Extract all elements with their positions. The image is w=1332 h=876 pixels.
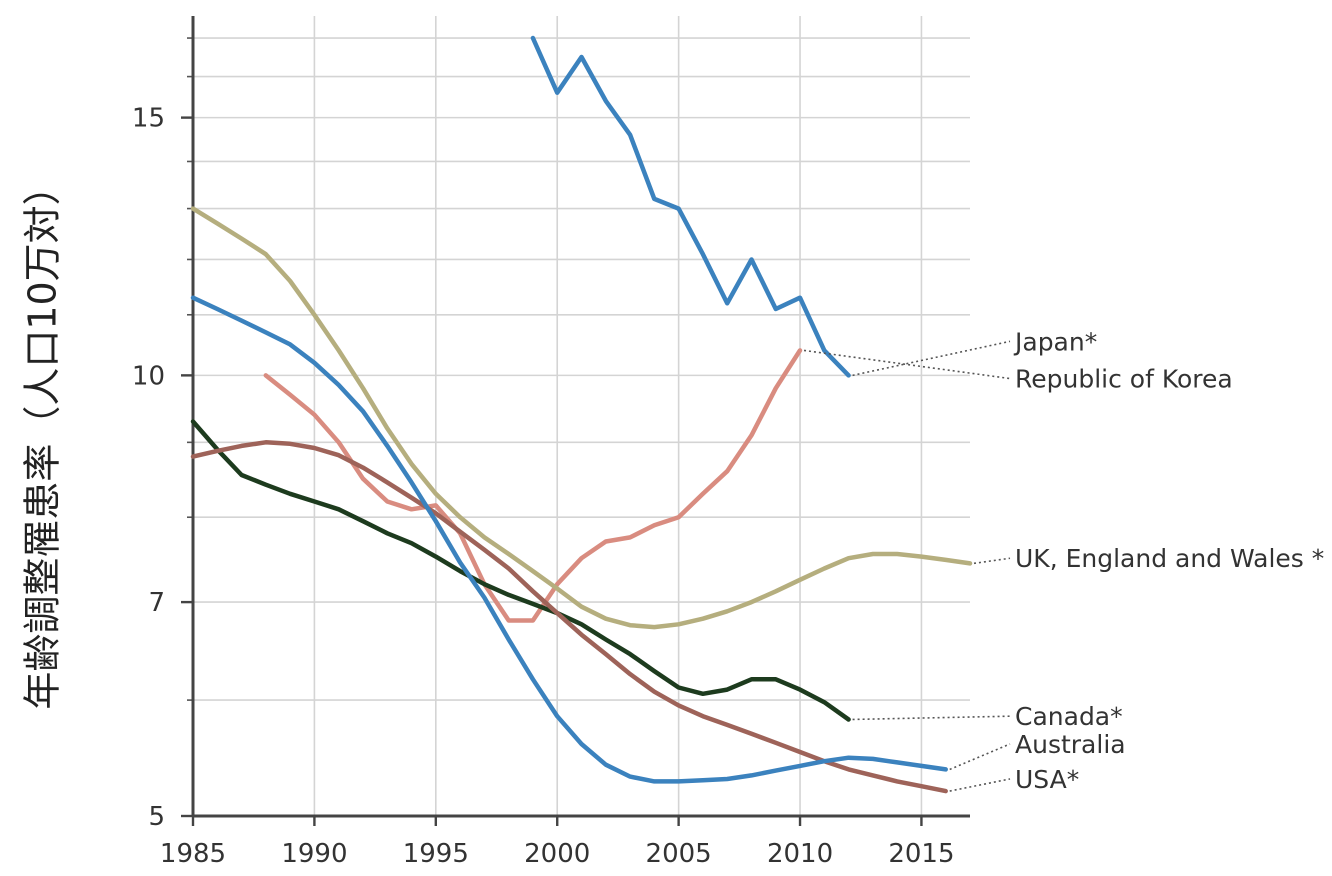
x-tick-label: 2005	[646, 839, 712, 869]
series-line-uk-england-and-wales	[190, 206, 973, 630]
leader-line	[852, 715, 1011, 721]
leader-line	[949, 778, 1011, 792]
x-tick-label: 1995	[403, 839, 469, 869]
series-line-canada	[190, 419, 851, 722]
series-labels: Japan* Republic of Korea UK, England and W…	[803, 327, 1324, 794]
series-label: Canada*	[1015, 702, 1123, 731]
series-label: Japan*	[1013, 327, 1097, 356]
x-tick-label: 1990	[281, 839, 347, 869]
series-label: Republic of Korea	[1015, 365, 1233, 394]
axes: 5 7 10 15 1985 1990 1995 2000 2005 2010 2015	[132, 16, 970, 869]
leader-line	[949, 743, 1011, 771]
series-label: Australia	[1015, 730, 1126, 759]
x-tick-label: 2015	[888, 839, 954, 869]
y-tick-label: 10	[132, 361, 165, 391]
y-tick-label: 15	[132, 104, 165, 134]
series-label: UK, England and Wales *	[1015, 544, 1324, 573]
x-tick-label: 2010	[767, 839, 833, 869]
leader-line	[973, 557, 1011, 565]
series-label: USA*	[1015, 765, 1079, 794]
x-tick-label: 2000	[524, 839, 590, 869]
x-tick-label: 1985	[160, 839, 226, 869]
series-line-australia	[190, 295, 948, 784]
y-tick-label: 5	[148, 802, 165, 832]
gridlines	[192, 16, 970, 817]
leader-line	[852, 340, 1011, 377]
series-line-usa	[190, 440, 948, 794]
series-lines	[190, 35, 973, 794]
series-line-japan	[530, 35, 851, 378]
series-line-republic-of-korea	[263, 348, 803, 623]
y-tick-label: 7	[148, 588, 165, 618]
